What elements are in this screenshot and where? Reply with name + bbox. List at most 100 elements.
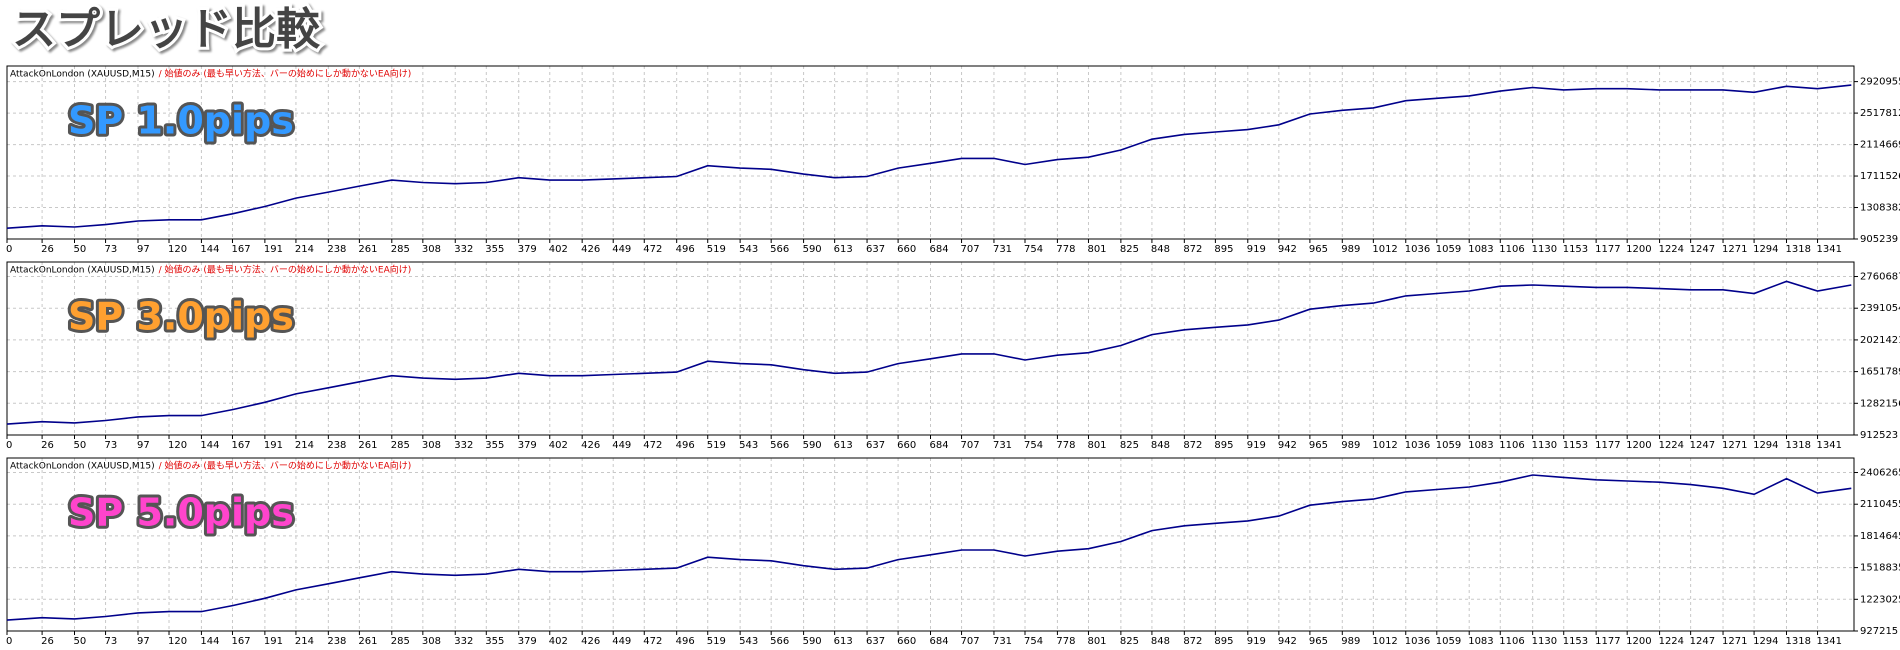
x-tick-label: 214 xyxy=(295,636,314,647)
x-tick-label: 73 xyxy=(105,244,118,255)
plot-border xyxy=(6,261,1855,436)
x-tick-label: 120 xyxy=(168,636,187,647)
x-tick-label: 872 xyxy=(1183,440,1202,451)
y-tick-label: 2920955 xyxy=(1860,77,1900,88)
y-tick-label: 1814645 xyxy=(1860,531,1900,542)
x-tick-label: 707 xyxy=(961,440,980,451)
x-tick-label: 778 xyxy=(1056,244,1075,255)
x-tick-label: 1083 xyxy=(1468,244,1493,255)
y-tick-label: 927215 xyxy=(1860,626,1898,637)
x-tick-label: 496 xyxy=(676,440,695,451)
x-tick-label: 1106 xyxy=(1499,440,1524,451)
x-tick-label: 965 xyxy=(1309,244,1328,255)
x-tick-label: 1247 xyxy=(1690,244,1715,255)
x-tick-label: 731 xyxy=(993,244,1012,255)
x-tick-label: 1224 xyxy=(1659,636,1684,647)
x-tick-label: 449 xyxy=(612,440,631,451)
x-tick-label: 519 xyxy=(707,440,726,451)
x-tick-label: 1153 xyxy=(1563,636,1588,647)
x-tick-label: 801 xyxy=(1087,636,1106,647)
x-tick-label: 637 xyxy=(866,244,885,255)
x-tick-label: 26 xyxy=(41,636,54,647)
y-tick-label: 2391054 xyxy=(1860,303,1900,314)
x-tick-label: 1318 xyxy=(1785,440,1810,451)
x-tick-label: 1247 xyxy=(1690,636,1715,647)
x-tick-label: 989 xyxy=(1341,440,1360,451)
x-tick-label: 848 xyxy=(1151,440,1170,451)
chart-subtitle: / 始値のみ (最も早い方法、バーの始めにしか動かないEA向け) xyxy=(159,460,412,472)
x-tick-label: 379 xyxy=(518,244,537,255)
x-tick-label: 1177 xyxy=(1595,636,1620,647)
x-tick-label: 261 xyxy=(358,636,377,647)
x-tick-label: 848 xyxy=(1151,636,1170,647)
x-tick-label: 1012 xyxy=(1372,440,1397,451)
x-tick-label: 1271 xyxy=(1722,244,1747,255)
x-tick-label: 519 xyxy=(707,636,726,647)
x-tick-label: 754 xyxy=(1024,636,1043,647)
x-tick-label: 214 xyxy=(295,440,314,451)
x-tick-label: 167 xyxy=(231,244,250,255)
x-tick-label: 402 xyxy=(549,440,568,451)
x-tick-label: 97 xyxy=(137,244,150,255)
x-tick-label: 989 xyxy=(1341,244,1360,255)
x-tick-label: 919 xyxy=(1247,636,1266,647)
x-tick-label: 825 xyxy=(1120,440,1139,451)
x-tick-label: 1083 xyxy=(1468,440,1493,451)
x-tick-label: 1200 xyxy=(1626,636,1651,647)
x-tick-label: 778 xyxy=(1056,636,1075,647)
x-tick-label: 942 xyxy=(1278,244,1297,255)
x-tick-label: 1036 xyxy=(1405,440,1430,451)
x-tick-label: 1341 xyxy=(1817,440,1842,451)
x-tick-label: 543 xyxy=(739,440,758,451)
y-tick-label: 1282156 xyxy=(1860,398,1900,409)
x-tick-label: 919 xyxy=(1247,440,1266,451)
x-tick-label: 590 xyxy=(803,440,822,451)
y-tick-label: 1223025 xyxy=(1860,594,1900,605)
x-tick-label: 50 xyxy=(74,440,87,451)
x-tick-label: 872 xyxy=(1183,636,1202,647)
x-tick-label: 1294 xyxy=(1753,440,1778,451)
x-tick-label: 778 xyxy=(1056,440,1075,451)
x-tick-label: 191 xyxy=(264,244,283,255)
x-tick-label: 613 xyxy=(834,244,853,255)
x-tick-label: 707 xyxy=(961,244,980,255)
x-tick-label: 1106 xyxy=(1499,636,1524,647)
chart-subtitle: / 始値のみ (最も早い方法、バーの始めにしか動かないEA向け) xyxy=(159,68,412,80)
x-tick-label: 660 xyxy=(897,244,916,255)
x-tick-label: 1341 xyxy=(1817,244,1842,255)
x-tick-label: 73 xyxy=(105,440,118,451)
x-tick-label: 942 xyxy=(1278,636,1297,647)
x-tick-label: 731 xyxy=(993,636,1012,647)
x-tick-label: 543 xyxy=(739,244,758,255)
plot-border xyxy=(6,457,1855,632)
y-tick-label: 1711526 xyxy=(1860,171,1900,182)
x-tick-label: 754 xyxy=(1024,244,1043,255)
x-tick-label: 1153 xyxy=(1563,440,1588,451)
x-tick-label: 566 xyxy=(770,440,789,451)
x-tick-label: 801 xyxy=(1087,244,1106,255)
x-tick-label: 472 xyxy=(643,440,662,451)
y-tick-label: 905239 xyxy=(1860,234,1898,245)
y-tick-label: 912523 xyxy=(1860,430,1898,441)
x-tick-label: 1177 xyxy=(1595,244,1620,255)
x-tick-label: 332 xyxy=(454,244,473,255)
x-tick-label: 285 xyxy=(391,244,410,255)
x-tick-label: 731 xyxy=(993,440,1012,451)
x-tick-label: 754 xyxy=(1024,440,1043,451)
x-tick-label: 566 xyxy=(770,244,789,255)
x-tick-label: 191 xyxy=(264,636,283,647)
y-tick-label: 2760687 xyxy=(1860,272,1900,283)
x-tick-label: 895 xyxy=(1214,244,1233,255)
x-tick-label: 801 xyxy=(1087,440,1106,451)
x-tick-label: 144 xyxy=(200,636,219,647)
x-tick-label: 238 xyxy=(327,440,346,451)
x-tick-label: 590 xyxy=(803,636,822,647)
x-tick-label: 214 xyxy=(295,244,314,255)
x-tick-label: 989 xyxy=(1341,636,1360,647)
x-tick-label: 637 xyxy=(866,440,885,451)
x-tick-label: 707 xyxy=(961,636,980,647)
x-tick-label: 919 xyxy=(1247,244,1266,255)
y-tick-label: 2110455 xyxy=(1860,499,1900,510)
